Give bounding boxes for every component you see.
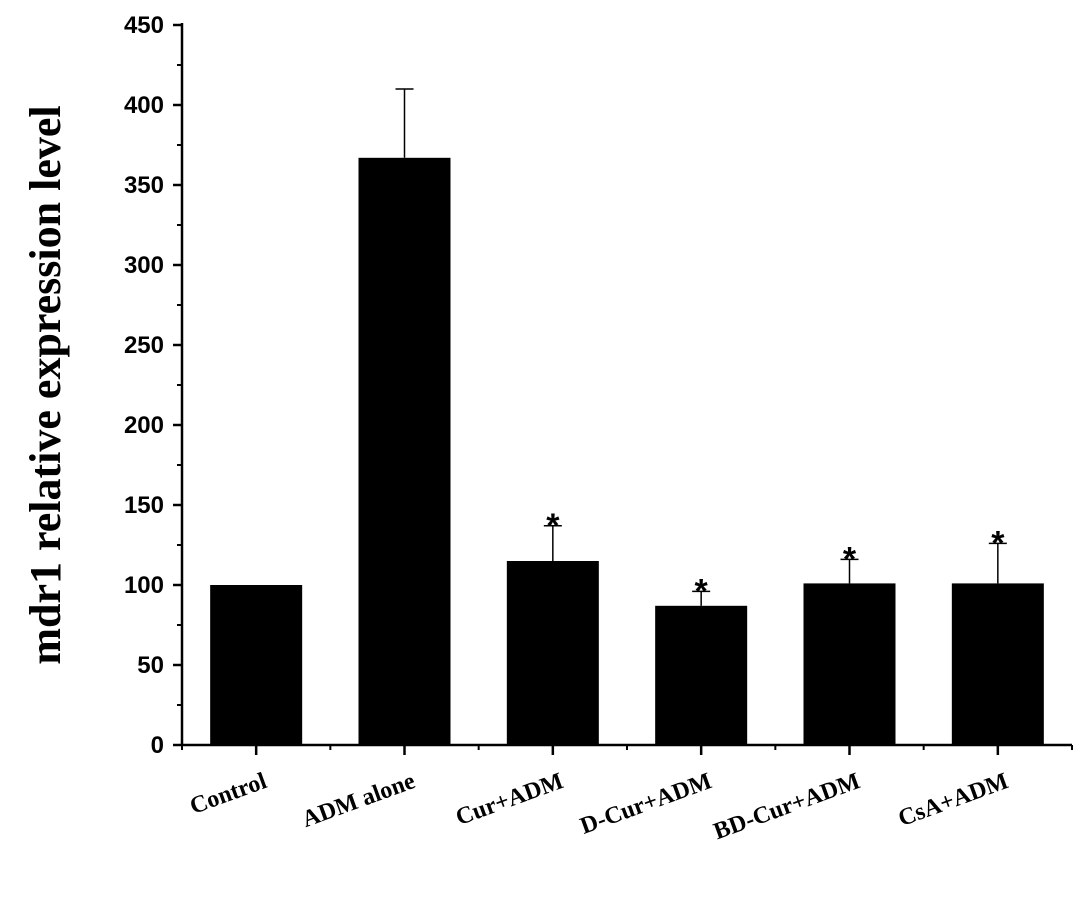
- significance-marker: *: [546, 507, 560, 545]
- y-tick-label: 200: [124, 412, 164, 439]
- y-tick-label: 50: [137, 652, 164, 679]
- x-tick-label: CsA+ADM: [895, 768, 1012, 832]
- y-tick-label: 150: [124, 492, 164, 519]
- significance-marker: *: [695, 572, 709, 610]
- bar: [803, 583, 896, 745]
- y-tick-label: 250: [124, 332, 164, 359]
- bar: [358, 157, 451, 746]
- y-tick-label: 350: [124, 172, 164, 199]
- y-tick-label: 100: [124, 572, 164, 599]
- plot-area: 0 50 100 150 200 250 300 350 400 450 Control ADM al…: [124, 12, 1073, 845]
- y-tick-label: 0: [151, 732, 164, 759]
- y-tick-label: 400: [124, 92, 164, 119]
- bar: [951, 583, 1044, 745]
- bar: [506, 561, 599, 745]
- bar: [210, 585, 303, 745]
- y-tick-label: 450: [124, 12, 164, 39]
- y-axis-label: mdr1 relative expression level: [21, 105, 70, 664]
- y-tick-label: 300: [124, 252, 164, 279]
- x-tick-label: ADM alone: [299, 768, 419, 833]
- bar: [655, 605, 748, 745]
- x-tick-label: D-Cur+ADM: [577, 768, 715, 840]
- x-tick-label: Cur+ADM: [452, 768, 566, 831]
- significance-marker: *: [843, 540, 857, 578]
- significance-marker: *: [991, 524, 1005, 562]
- x-tick-label: Control: [187, 768, 271, 820]
- x-tick-label: BD-Cur+ADM: [710, 768, 863, 845]
